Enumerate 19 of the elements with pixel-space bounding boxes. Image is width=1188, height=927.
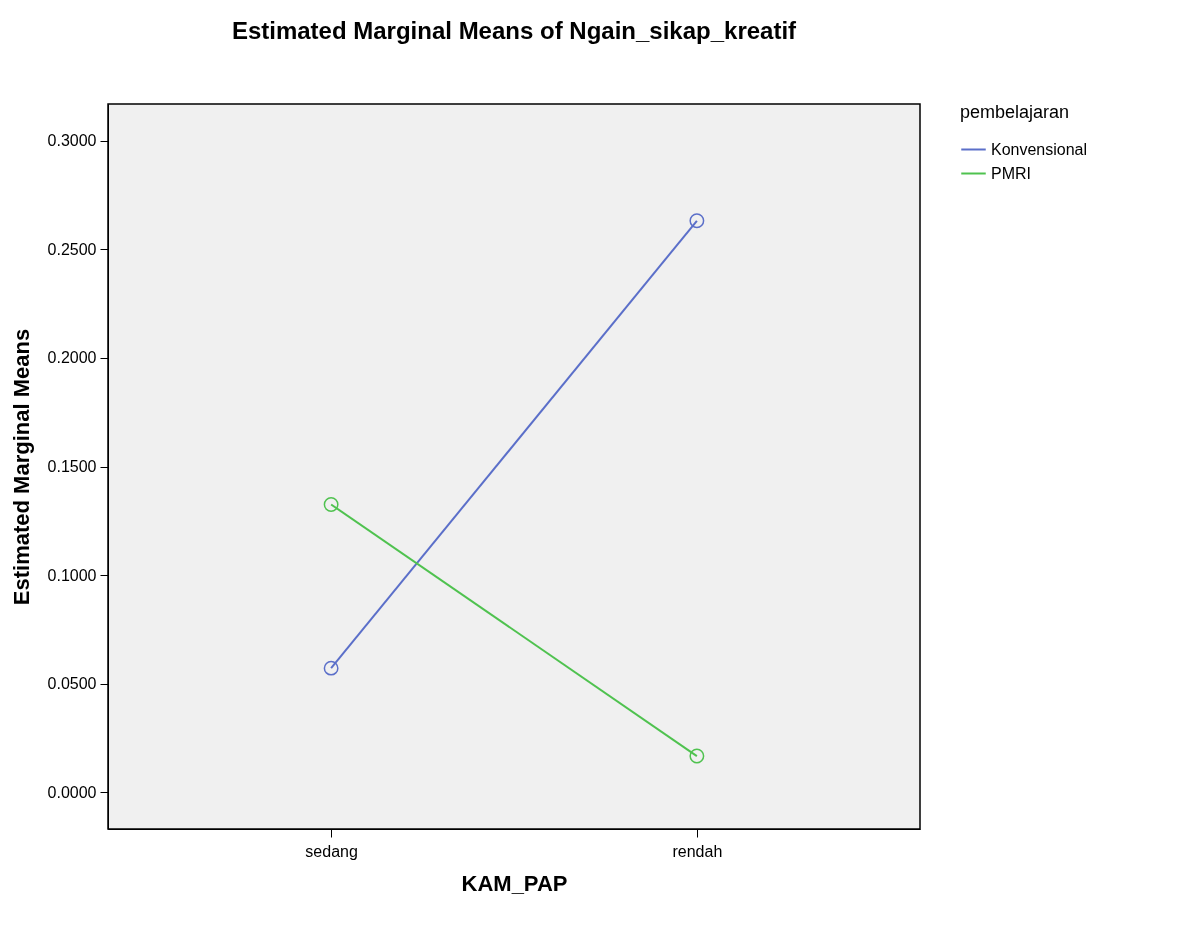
x-tick-label: sedang	[305, 842, 358, 860]
y-tick-label: 0.0000	[47, 783, 97, 801]
y-tick-label: 0.0500	[47, 675, 97, 693]
y-tick-label: 0.1500	[47, 458, 97, 475]
y-tick-label: 0.1000	[47, 566, 97, 584]
legend-label: Konvensional	[991, 140, 1088, 158]
y-axis-title: Estimated Marginal Means	[8, 328, 34, 606]
y-tick-label: 0.2500	[47, 240, 97, 258]
point	[323, 497, 339, 512]
legend-title: pembelajaran	[960, 102, 1070, 122]
chart-title: Estimated Marginal Means of Ngain_sikap_kreatif	[231, 17, 798, 44]
x-tick-label: rendah	[672, 842, 723, 860]
point	[323, 660, 339, 676]
point	[689, 748, 705, 764]
x-axis-title: KAM_PAP	[461, 870, 568, 896]
point	[689, 213, 705, 229]
y-tick-label: 0.3000	[47, 132, 97, 150]
legend-label: PMRI	[991, 164, 1031, 182]
y-tick-label: 0.2000	[47, 349, 97, 367]
